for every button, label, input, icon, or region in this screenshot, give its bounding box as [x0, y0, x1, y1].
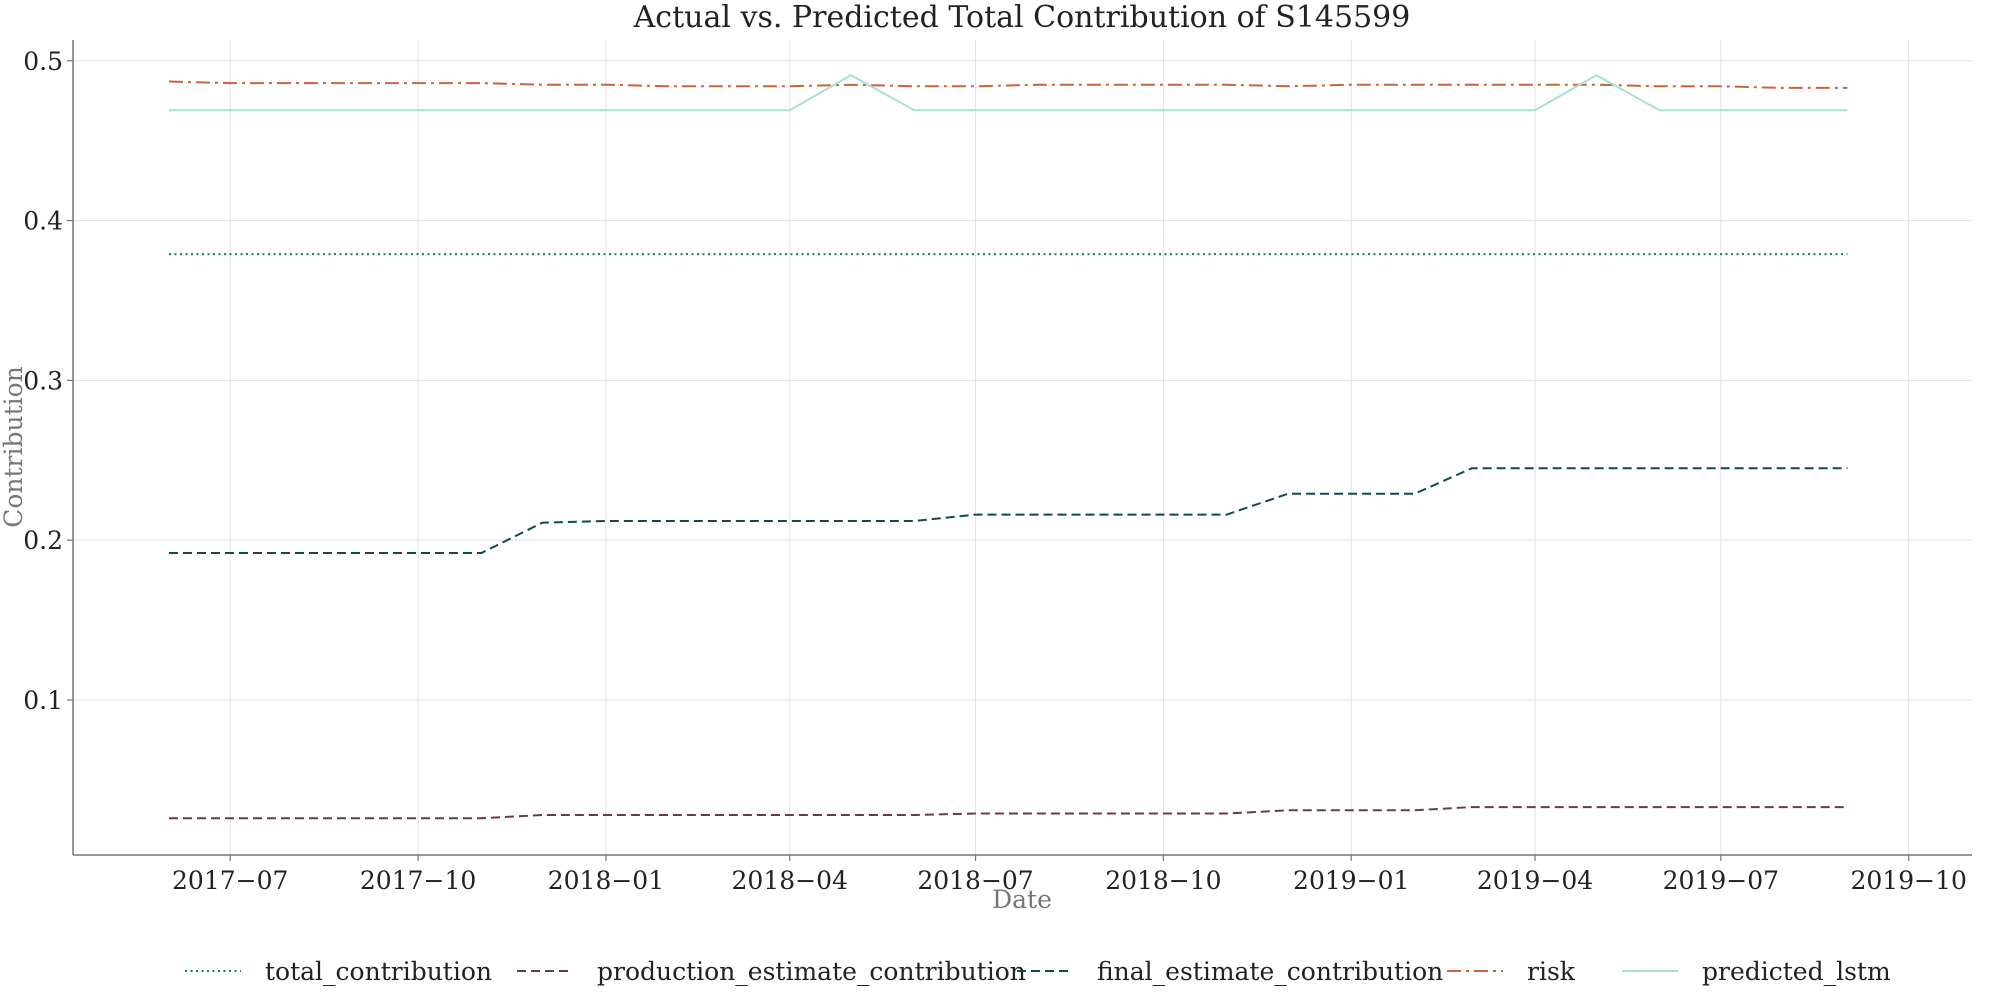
axes-spines — [72, 40, 1972, 856]
legend-label: final_estimate_contribution — [1097, 957, 1443, 986]
chart-title: Actual vs. Predicted Total Contribution … — [633, 0, 1411, 35]
y-tick-label: 0.4 — [23, 207, 63, 236]
y-axis-label: Contribution — [0, 366, 28, 528]
x-tick-label: 2018−01 — [548, 866, 664, 895]
x-tick-label: 2018−10 — [1105, 866, 1221, 895]
series-line-risk — [168, 80, 1848, 89]
legend: total_contribution production_estimate_co… — [185, 957, 1891, 986]
series-line-final-estimate-contribution — [169, 467, 1848, 554]
legend-label: predicted_lstm — [1702, 957, 1891, 986]
x-tick-labels: 2017−07 2017−10 2018−01 2018−04 2018−07 2018−… — [172, 855, 1967, 895]
x-tick-label: 2018−04 — [732, 866, 848, 895]
series-line-predicted-lstm — [169, 74, 1848, 112]
legend-label: total_contribution — [265, 957, 492, 986]
y-tick-labels: 0.1 0.2 0.3 0.4 0.5 — [23, 47, 73, 715]
y-tick-label: 0.5 — [23, 47, 63, 76]
y-tick-label: 0.1 — [23, 686, 63, 715]
x-tick-label: 2019−04 — [1477, 866, 1593, 895]
x-tick-label: 2019−07 — [1663, 866, 1779, 895]
x-tick-label: 2019−10 — [1851, 866, 1967, 895]
x-tick-label: 2018−07 — [917, 866, 1033, 895]
y-tick-label: 0.2 — [23, 526, 63, 555]
x-axis-label: Date — [992, 885, 1052, 914]
x-tick-label: 2017−07 — [172, 866, 288, 895]
y-tick-label: 0.3 — [23, 366, 63, 395]
grid — [73, 40, 1972, 855]
legend-label: production_estimate_contribution — [597, 957, 1026, 986]
x-tick-label: 2019−01 — [1293, 866, 1409, 895]
x-tick-label: 2017−10 — [360, 866, 476, 895]
series-line-production-estimate-contribution — [169, 806, 1848, 820]
series-lines — [168, 74, 1848, 820]
legend-label: risk — [1527, 957, 1576, 986]
